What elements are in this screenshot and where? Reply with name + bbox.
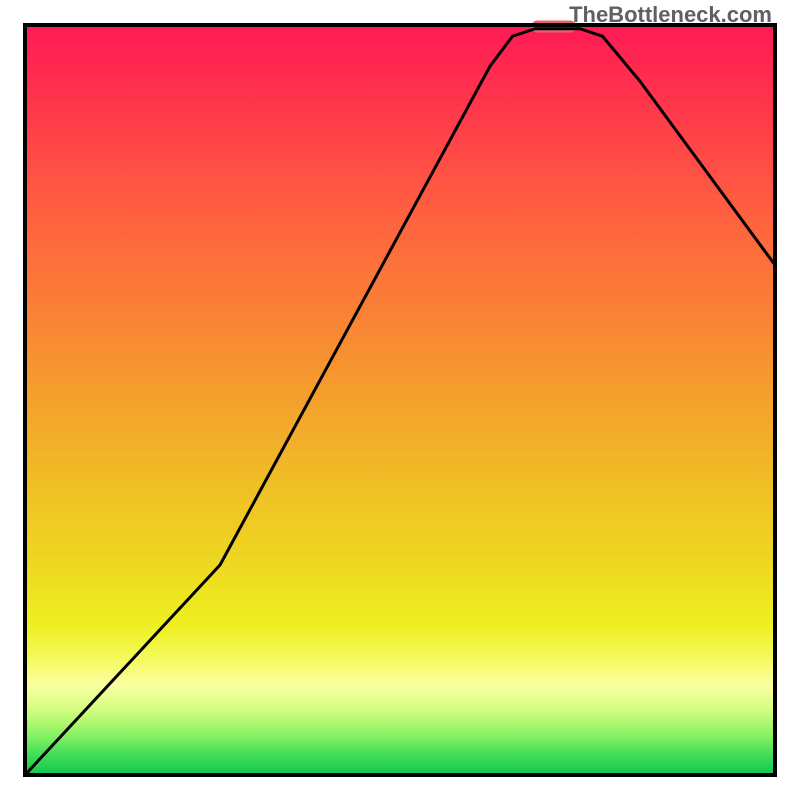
plot-gradient-background [25, 25, 775, 775]
watermark-text: TheBottleneck.com [569, 2, 772, 28]
chart-svg [0, 0, 800, 800]
bottleneck-chart: TheBottleneck.com [0, 0, 800, 800]
